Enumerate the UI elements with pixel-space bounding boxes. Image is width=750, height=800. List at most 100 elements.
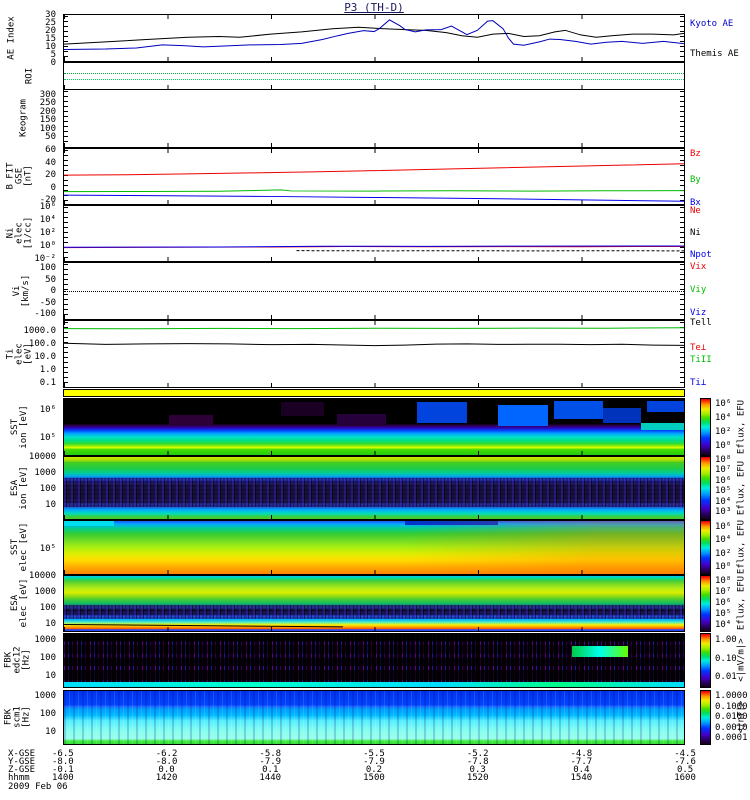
y-tick-label: 250	[39, 98, 56, 109]
colorbar-ticks-sst-elec: 10⁶ 10⁴ 10² 10⁰	[715, 522, 750, 572]
y-tick-comb	[680, 207, 684, 260]
colorbar-tick-label: 10⁰	[715, 561, 732, 572]
y-tick-label: 0	[50, 182, 56, 193]
x-tick-comb	[64, 15, 684, 19]
time-tick-label: 1520	[466, 773, 489, 783]
y-tick-label: 10	[45, 671, 56, 681]
colorbar-sst-elec	[700, 520, 711, 575]
y-tick-label: 100	[39, 123, 56, 134]
sst-elec-ytick-labels: 10⁵	[0, 543, 58, 555]
x-tick-comb	[64, 515, 684, 519]
temperature-ytick-labels: 1000.0 100.0 10.0 1.0 0.1	[0, 326, 58, 388]
x-tick-comb	[64, 570, 684, 574]
colorbar-tick-label: 0.0001	[715, 733, 748, 743]
spectrogram-cell	[405, 521, 498, 526]
time-tick-label: 1400	[52, 773, 74, 783]
colorbar-tick-label: 1.00	[715, 635, 737, 645]
yellow-separator-bar	[63, 389, 685, 397]
spectrogram-noise-band	[64, 478, 684, 507]
eph-value: -7.9	[259, 757, 282, 767]
b-fit-ytick-labels: 60 40 20 0 -20	[0, 146, 58, 205]
eph-row-x-gse: -6.5 -6.2 -5.8 -5.5 -5.2 -4.8 -4.5	[11, 749, 737, 759]
time-tick-label: 1540	[570, 773, 593, 783]
bx-line	[64, 195, 684, 201]
y-tick-label: 100	[39, 263, 56, 273]
y-tick-label: 0.1	[39, 378, 56, 388]
colorbar-tick-label: 10⁶	[715, 598, 732, 608]
colorbar-fbk-scm1	[700, 690, 711, 745]
y-tick-label: 10000	[28, 452, 56, 462]
velocity-zero-line	[64, 291, 684, 292]
legend-ne: Ne	[690, 206, 701, 216]
spectrogram-streaks	[64, 691, 684, 744]
eph-value: -7.9	[363, 757, 385, 767]
colorbar-tick-label: 0.01	[715, 672, 737, 682]
spectrogram-warm-overlay	[64, 521, 684, 574]
colorbar-ticks-fbk-edc12: 10⁸ 10⁷ 10⁶ 10⁵ 10⁴	[715, 577, 750, 630]
colorbar-tick-label: 0.1000	[715, 701, 748, 712]
bz-line	[64, 164, 684, 175]
panel-keogram	[63, 89, 685, 148]
spectrogram-cell	[417, 402, 467, 423]
colorbar-tick-label: 10⁴	[715, 413, 732, 423]
npot-line	[64, 246, 684, 247]
y-tick-label: 5	[50, 50, 56, 60]
roi-dotted-line	[64, 79, 684, 81]
eph-value: -5.5	[363, 749, 385, 759]
y-tick-label: 200	[39, 106, 56, 117]
x-tick-comb	[64, 85, 684, 89]
x-tick-comb	[64, 315, 684, 319]
colorbar-tick-label: 10⁴	[715, 620, 732, 630]
legend-viz: Viz	[690, 308, 707, 318]
colorbar-tick-label: 10⁷	[715, 587, 732, 597]
legend-viy: Viy	[690, 285, 707, 295]
y-tick-comb	[680, 91, 684, 146]
eph-value: 0.5	[676, 765, 694, 775]
b-fit-lines	[64, 149, 684, 204]
colorbar-tick-label: 10⁶	[715, 522, 732, 532]
y-tick-label: 1000.0	[23, 326, 56, 336]
velocity-ytick-labels: 100 50 0 -50 -100	[0, 263, 58, 319]
esa-ion-ytick-labels: 10000 1000 100 10	[0, 452, 58, 510]
spectrogram-cell	[553, 401, 604, 420]
spectrogram-cell	[281, 402, 325, 416]
y-tick-label: 0	[50, 58, 56, 68]
time-tick-label: 1500	[363, 773, 385, 783]
by-line	[64, 190, 684, 192]
spectrogram-cell	[467, 402, 498, 415]
y-tick-label: 1000	[34, 468, 56, 478]
panel-density	[63, 205, 685, 262]
y-tick-label: -100	[34, 309, 56, 319]
eph-value: 0.1	[262, 765, 279, 775]
eph-value: 0.2	[365, 765, 383, 775]
y-tick-label: 10⁵	[39, 544, 56, 554]
ti-par-line	[64, 328, 684, 329]
y-tick-label: 50	[45, 274, 56, 285]
y-tick-label: 50	[45, 131, 56, 142]
time-tick-row: 1400 1420 1440 1500 1520 1540 1600	[11, 773, 737, 783]
colorbar-tick-label: 10⁵	[715, 486, 732, 497]
colorbar-tick-label: 0.10	[715, 653, 737, 664]
y-tick-label: 100.0	[28, 339, 56, 349]
spectrogram-cell	[646, 401, 684, 413]
spectrogram-noise-band	[64, 604, 684, 619]
legend-bx: Bx	[690, 198, 701, 208]
y-tick-label: 1000	[34, 587, 56, 597]
legend-te-par: Tell	[690, 318, 712, 328]
eph-row-z-gse: -0.1 0.0 0.1 0.2 0.3 0.4 0.5	[11, 765, 737, 775]
colorbar-tick-label: 10⁶	[715, 399, 732, 409]
y-tick-label: 20	[45, 26, 56, 36]
sst-ion-ytick-labels: 10⁶ 10⁵	[0, 406, 58, 443]
colorbar-tick-label: 10³	[715, 506, 732, 517]
colorbar-esa-ion	[700, 456, 711, 520]
x-tick-comb	[64, 257, 684, 261]
y-tick-label: 100	[39, 603, 56, 613]
panel-temperature	[63, 320, 685, 388]
y-tick-label: -20	[39, 195, 56, 205]
y-tick-label: 10⁰	[39, 241, 56, 251]
y-tick-comb	[64, 207, 68, 260]
spectrogram-fbk-scm1	[63, 690, 685, 745]
legend-by: By	[690, 175, 701, 185]
y-tick-label: 40	[45, 157, 56, 168]
